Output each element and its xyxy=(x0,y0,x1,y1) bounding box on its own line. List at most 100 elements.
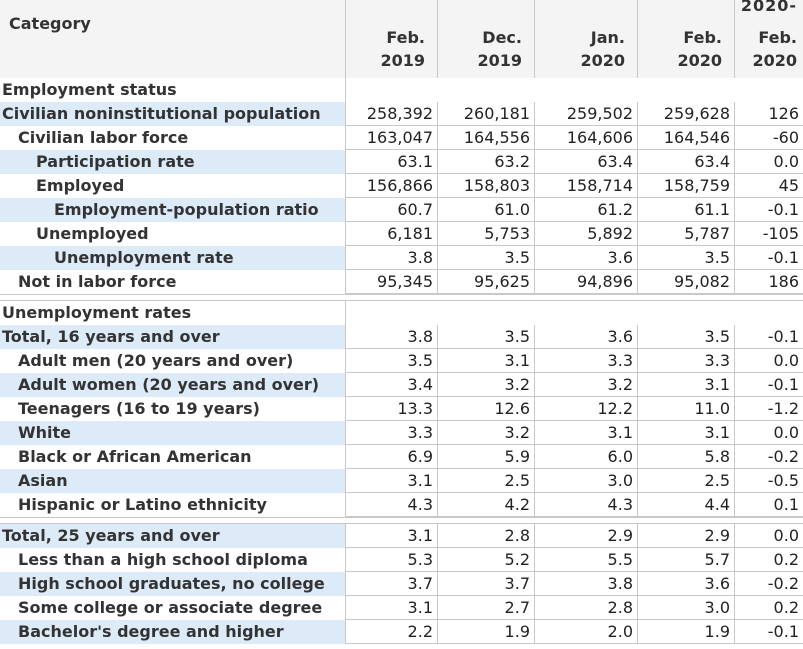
row-label: Adult men (20 years and over) xyxy=(18,351,294,370)
value-cell: 1.9 xyxy=(637,620,734,644)
change-cell: 0.1 xyxy=(734,493,803,517)
row-label: Total, 16 years and over xyxy=(0,325,345,349)
table-row: Hispanic or Latino ethnicity 4.3 4.2 4.3 4.4… xyxy=(0,493,803,517)
table-row: Adult men (20 years and over) 3.5 3.1 3.3 3.… xyxy=(0,349,803,373)
value-cell: 3.7 xyxy=(345,572,437,596)
value-cell: 4.3 xyxy=(534,493,637,517)
value-cell: 163,047 xyxy=(345,126,437,150)
table-row: Unemployment rate 3.8 3.5 3.6 3.5 -0.1 xyxy=(0,246,803,270)
change-cell: 45 xyxy=(734,174,803,198)
value-cell: 3.1 xyxy=(345,469,437,493)
change-cell: -0.1 xyxy=(734,620,803,644)
section-header-blank xyxy=(345,301,803,325)
value-cell: 2.7 xyxy=(437,596,534,620)
table-body: Employment status Civilian noninstitution… xyxy=(0,78,803,644)
column-header-label: Feb. 2020 xyxy=(752,28,797,70)
section-header-row: Employment status xyxy=(0,78,803,102)
column-header-label: Jan. 2020 xyxy=(580,28,625,70)
category-header: Category xyxy=(9,14,91,33)
value-cell: 156,866 xyxy=(345,174,437,198)
change-cell: 0.0 xyxy=(734,349,803,373)
change-cell: 0.0 xyxy=(734,421,803,445)
row-label: Hispanic or Latino ethnicity xyxy=(18,495,267,514)
change-cell: -1.2 xyxy=(734,397,803,421)
column-header: Feb. 2020 xyxy=(637,0,734,78)
table-row: Asian 3.1 2.5 3.0 2.5 -0.5 xyxy=(0,469,803,493)
section-header-blank xyxy=(345,78,803,102)
row-label: Black or African American xyxy=(18,447,252,466)
value-cell: 3.5 xyxy=(637,246,734,270)
change-cell: -0.1 xyxy=(734,325,803,349)
value-cell: 3.1 xyxy=(437,349,534,373)
value-cell: 2.9 xyxy=(637,524,734,548)
value-cell: 95,625 xyxy=(437,270,534,294)
value-cell: 3.8 xyxy=(345,246,437,270)
value-cell: 2.8 xyxy=(437,524,534,548)
value-cell: 6,181 xyxy=(345,222,437,246)
table-row: Bachelor's degree and higher 2.2 1.9 2.0 1.9… xyxy=(0,620,803,644)
value-cell: 4.4 xyxy=(637,493,734,517)
table-row: Employment-population ratio 60.7 61.0 61.2 6… xyxy=(0,198,803,222)
column-header: Feb. 2019 xyxy=(345,0,437,78)
value-cell: 5,787 xyxy=(637,222,734,246)
value-cell: 61.0 xyxy=(437,198,534,222)
change-cell: 186 xyxy=(734,270,803,294)
change-cell: 126 xyxy=(734,102,803,126)
value-cell: 259,628 xyxy=(637,102,734,126)
value-cell: 95,345 xyxy=(345,270,437,294)
value-cell: 3.2 xyxy=(437,421,534,445)
value-cell: 3.8 xyxy=(345,325,437,349)
row-label: High school graduates, no college xyxy=(0,572,345,596)
value-cell: 3.2 xyxy=(437,373,534,397)
value-cell: 3.1 xyxy=(534,421,637,445)
value-cell: 63.4 xyxy=(637,150,734,174)
value-cell: 260,181 xyxy=(437,102,534,126)
value-cell: 3.5 xyxy=(637,325,734,349)
table-row: Participation rate 63.1 63.2 63.4 63.4 0.0 xyxy=(0,150,803,174)
row-label: Unemployment rate xyxy=(0,246,345,270)
change-cell: 0.2 xyxy=(734,548,803,572)
change-cell: 0.0 xyxy=(734,150,803,174)
table-header: Category Feb. 2019 Dec. 2019 Jan. 2020 F… xyxy=(0,0,803,78)
value-cell: 3.3 xyxy=(637,349,734,373)
section-title: Employment status xyxy=(2,80,177,99)
value-cell: 164,606 xyxy=(534,126,637,150)
table-row: Unemployed 6,181 5,753 5,892 5,787 -105 xyxy=(0,222,803,246)
column-header-label: Feb. 2019 xyxy=(380,28,425,70)
change-cell: -0.2 xyxy=(734,445,803,469)
value-cell: 11.0 xyxy=(637,397,734,421)
section-header-row: Unemployment rates xyxy=(0,301,803,325)
row-label: Some college or associate degree xyxy=(18,598,323,617)
value-cell: 2.9 xyxy=(534,524,637,548)
change-cell: -0.2 xyxy=(734,572,803,596)
value-cell: 2.5 xyxy=(437,469,534,493)
value-cell: 3.1 xyxy=(637,373,734,397)
change-cell: -0.5 xyxy=(734,469,803,493)
value-cell: 13.3 xyxy=(345,397,437,421)
value-cell: 5.9 xyxy=(437,445,534,469)
row-label: Not in labor force xyxy=(18,272,177,291)
value-cell: 63.1 xyxy=(345,150,437,174)
value-cell: 3.3 xyxy=(534,349,637,373)
table-row: Employed 156,866 158,803 158,714 158,759 45 xyxy=(0,174,803,198)
table-row: Less than a high school diploma 5.3 5.2 5.5… xyxy=(0,548,803,572)
value-cell: 1.9 xyxy=(437,620,534,644)
row-label: Civilian noninstitutional population xyxy=(0,102,345,126)
value-cell: 5.2 xyxy=(437,548,534,572)
value-cell: 2.2 xyxy=(345,620,437,644)
value-cell: 2.5 xyxy=(637,469,734,493)
row-label: Asian xyxy=(0,469,345,493)
section-gap xyxy=(0,294,803,301)
value-cell: 3.5 xyxy=(345,349,437,373)
value-cell: 60.7 xyxy=(345,198,437,222)
row-label: Civilian labor force xyxy=(18,128,189,147)
value-cell: 259,502 xyxy=(534,102,637,126)
change-cell: -105 xyxy=(734,222,803,246)
value-cell: 3.6 xyxy=(534,325,637,349)
row-label: Teenagers (16 to 19 years) xyxy=(18,399,260,418)
table-row: Some college or associate degree 3.1 2.7 2.… xyxy=(0,596,803,620)
value-cell: 63.2 xyxy=(437,150,534,174)
table-row: Civilian labor force 163,047 164,556 164,60… xyxy=(0,126,803,150)
value-cell: 5.8 xyxy=(637,445,734,469)
